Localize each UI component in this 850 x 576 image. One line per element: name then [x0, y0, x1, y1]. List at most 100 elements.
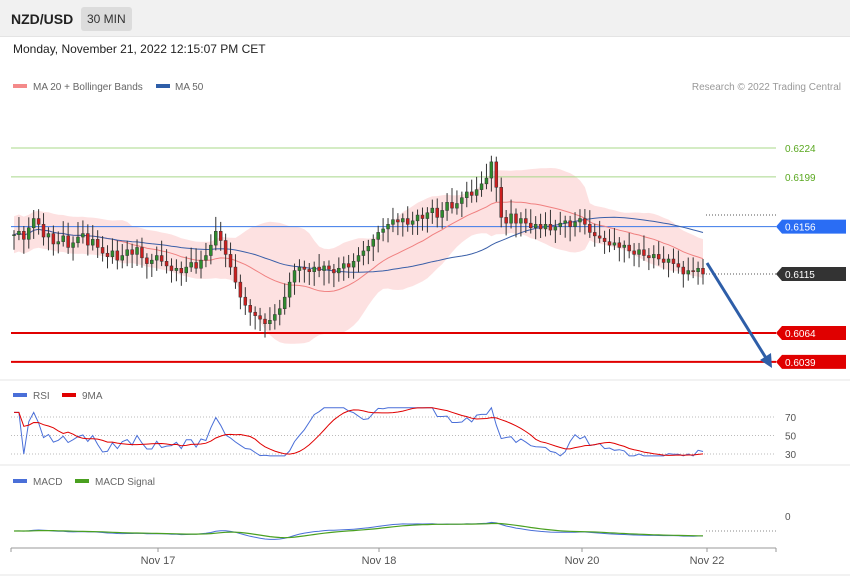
- candle-body: [51, 233, 56, 245]
- candle-body: [189, 262, 193, 268]
- candle-body: [588, 224, 592, 233]
- candle-body: [686, 270, 690, 275]
- candle-body: [514, 213, 518, 224]
- candle-body: [115, 250, 120, 261]
- candle-body: [258, 315, 262, 320]
- candle-body: [209, 244, 213, 256]
- timeframe-button[interactable]: 30 MIN: [81, 7, 132, 31]
- candle-body: [337, 268, 341, 274]
- candle-body: [71, 242, 75, 248]
- candle-body: [593, 232, 597, 237]
- candle-body: [524, 218, 528, 224]
- candle-body: [509, 213, 513, 224]
- candle-body: [135, 247, 139, 255]
- candle-body: [558, 222, 563, 227]
- candle-body: [22, 231, 26, 240]
- macd-signal-line: [14, 522, 703, 539]
- candle-body: [691, 270, 695, 272]
- candle-body: [420, 214, 425, 219]
- candle-body: [105, 252, 110, 257]
- x-tick-label: Nov 18: [362, 555, 397, 567]
- candle-body: [622, 244, 626, 248]
- price-panel: 0.6224 0.6199 0.6156 0.6115 0.6064 0.6039: [11, 144, 846, 369]
- candle-body: [627, 244, 631, 252]
- rsi-legend-label: RSI: [33, 391, 50, 402]
- candle-body: [666, 258, 671, 263]
- candle-body: [31, 218, 36, 229]
- candle-body: [425, 212, 430, 219]
- candle-body: [474, 189, 479, 196]
- level-tag: [776, 326, 846, 340]
- candle-body: [307, 269, 312, 272]
- candle-body: [602, 237, 607, 242]
- candle-body: [145, 257, 149, 264]
- candle-body: [701, 268, 705, 275]
- candle-body: [396, 219, 400, 223]
- rsi-tick-label: 50: [785, 432, 797, 443]
- candle-body: [494, 161, 499, 188]
- candle-body: [671, 258, 676, 264]
- candle-body: [435, 207, 439, 218]
- candle-body: [317, 266, 321, 271]
- candle-body: [86, 233, 90, 246]
- candle-body: [140, 247, 144, 259]
- candle-body: [56, 241, 61, 245]
- candle-body: [253, 311, 257, 316]
- candle-body: [273, 314, 277, 321]
- candle-body: [342, 263, 346, 269]
- candle-body: [120, 255, 124, 261]
- bb-legend-label: MA 20 + Bollinger Bands: [33, 82, 143, 93]
- candle-body: [597, 235, 602, 239]
- candle-body: [553, 226, 558, 231]
- rsi-ma-legend-swatch: [62, 393, 76, 397]
- ma20-line: [13, 201, 704, 293]
- candle-body: [302, 266, 307, 270]
- level-label: 0.6115: [785, 270, 815, 281]
- candle-body: [110, 250, 115, 257]
- candle-body: [356, 255, 361, 262]
- candle-body: [647, 255, 651, 259]
- candle-body: [278, 308, 282, 315]
- candle-body: [268, 320, 272, 324]
- candle-body: [214, 231, 218, 246]
- candle-body: [656, 254, 661, 260]
- candle-body: [386, 224, 390, 230]
- candle-body: [455, 203, 459, 209]
- macd-line: [13, 521, 703, 540]
- rsi-ma-line: [14, 407, 704, 456]
- candle-body: [681, 266, 686, 275]
- candle-body: [489, 161, 494, 179]
- candle-body: [12, 234, 16, 236]
- candle-body: [529, 222, 533, 229]
- candle-body: [366, 246, 371, 252]
- level-label: 0.6156: [785, 223, 816, 234]
- candle-body: [652, 254, 656, 259]
- candle-body: [332, 269, 336, 274]
- candle-body: [460, 197, 464, 204]
- candle-body: [150, 259, 154, 264]
- candle-body: [263, 318, 267, 324]
- candle-body: [61, 235, 65, 242]
- candle-body: [548, 224, 553, 231]
- macd-tick-label: 0: [785, 512, 791, 523]
- candle-body: [282, 296, 287, 309]
- x-axis: Nov 17 Nov 18 Nov 20 Nov 22: [10, 548, 777, 567]
- candle-body: [81, 233, 85, 238]
- rsi-tick-label: 30: [785, 450, 797, 461]
- x-tick-label: Nov 22: [690, 555, 725, 567]
- candle-body: [322, 265, 326, 271]
- candle-body: [287, 281, 292, 298]
- candle-body: [430, 207, 435, 213]
- candle-body: [17, 231, 21, 235]
- candle-body: [637, 249, 641, 255]
- candle-body: [327, 265, 331, 270]
- candle-body: [469, 191, 474, 196]
- level-label: 0.6039: [785, 358, 816, 369]
- candle-body: [27, 227, 31, 240]
- macd-panel: 0: [13, 512, 791, 540]
- candle-body: [563, 220, 567, 224]
- candle-body: [676, 263, 681, 268]
- candle-body: [371, 239, 375, 247]
- signal-legend-swatch: [75, 479, 89, 483]
